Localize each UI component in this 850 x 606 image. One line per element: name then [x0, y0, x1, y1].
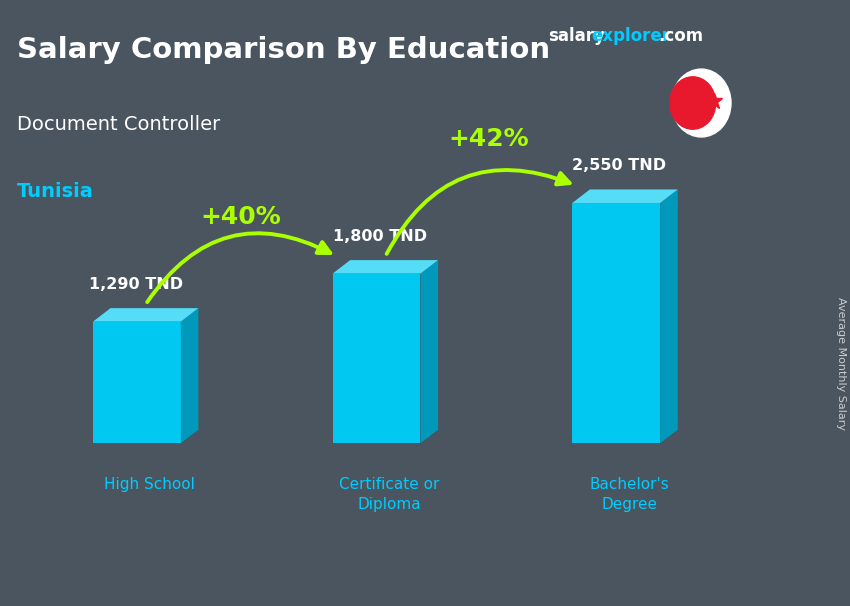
Polygon shape — [572, 203, 660, 443]
Polygon shape — [421, 260, 438, 443]
Text: Average Monthly Salary: Average Monthly Salary — [836, 297, 846, 430]
Text: +40%: +40% — [201, 205, 281, 229]
Text: Document Controller: Document Controller — [17, 115, 220, 134]
Text: .com: .com — [659, 27, 704, 45]
Polygon shape — [332, 274, 421, 443]
Text: salary: salary — [548, 27, 605, 45]
Text: Salary Comparison By Education: Salary Comparison By Education — [17, 36, 550, 64]
Polygon shape — [181, 308, 198, 443]
Polygon shape — [332, 260, 438, 274]
Circle shape — [670, 77, 716, 129]
Polygon shape — [660, 190, 677, 443]
Text: +42%: +42% — [448, 127, 529, 152]
Text: 2,550 TND: 2,550 TND — [572, 158, 666, 173]
Text: Tunisia: Tunisia — [17, 182, 94, 201]
Text: Bachelor's
Degree: Bachelor's Degree — [589, 477, 669, 512]
Polygon shape — [93, 308, 198, 322]
Polygon shape — [572, 190, 677, 203]
Text: Certificate or
Diploma: Certificate or Diploma — [339, 477, 439, 512]
Text: High School: High School — [105, 477, 195, 492]
Text: 1,800 TND: 1,800 TND — [332, 228, 427, 244]
Circle shape — [672, 69, 731, 137]
Polygon shape — [93, 322, 181, 443]
Text: 1,290 TND: 1,290 TND — [89, 276, 183, 291]
Text: explorer: explorer — [591, 27, 670, 45]
